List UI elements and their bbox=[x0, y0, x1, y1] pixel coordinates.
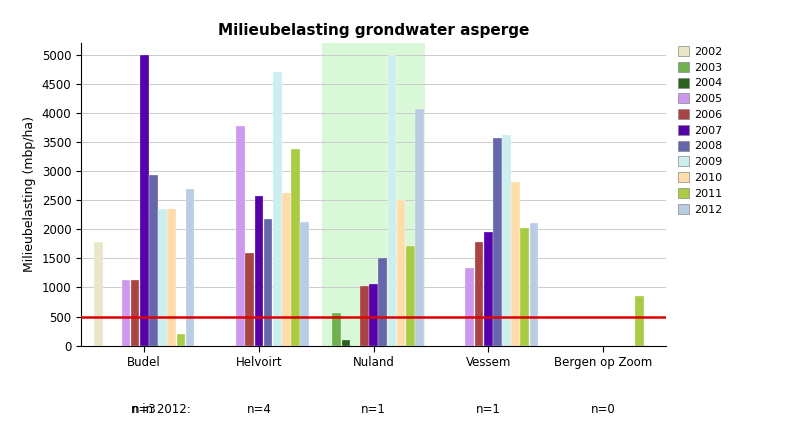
Bar bbox=[465, 268, 474, 346]
Bar bbox=[322, 43, 424, 346]
Bar bbox=[245, 253, 254, 346]
Bar bbox=[406, 245, 414, 346]
Bar bbox=[397, 200, 405, 346]
Bar bbox=[378, 258, 387, 346]
Bar bbox=[281, 193, 290, 346]
Bar bbox=[332, 313, 341, 346]
Text: n=0: n=0 bbox=[590, 403, 615, 416]
Text: n=3: n=3 bbox=[131, 403, 157, 416]
Bar bbox=[272, 72, 281, 346]
Bar bbox=[501, 134, 510, 346]
Bar bbox=[300, 222, 309, 346]
Legend: 2002, 2003, 2004, 2005, 2006, 2007, 2008, 2009, 2010, 2011, 2012: 2002, 2003, 2004, 2005, 2006, 2007, 2008… bbox=[673, 43, 725, 218]
Bar bbox=[511, 181, 519, 346]
Text: n=1: n=1 bbox=[361, 403, 385, 416]
Bar bbox=[492, 138, 501, 346]
Bar bbox=[387, 55, 396, 346]
Text: n=1: n=1 bbox=[475, 403, 500, 416]
Y-axis label: Milieubelasting (mbp/ha): Milieubelasting (mbp/ha) bbox=[24, 116, 36, 273]
Bar bbox=[139, 55, 148, 346]
Bar bbox=[94, 242, 103, 346]
Text: n in 2012:: n in 2012: bbox=[131, 403, 191, 416]
Bar bbox=[634, 296, 643, 346]
Text: n=4: n=4 bbox=[247, 403, 271, 416]
Bar bbox=[122, 280, 130, 346]
Bar bbox=[369, 284, 377, 346]
Bar bbox=[158, 209, 167, 346]
Bar bbox=[167, 209, 176, 346]
Bar bbox=[149, 175, 157, 346]
Bar bbox=[474, 242, 483, 346]
Bar bbox=[236, 126, 245, 346]
Bar bbox=[520, 228, 529, 346]
Bar bbox=[186, 189, 194, 346]
Bar bbox=[254, 196, 263, 346]
Bar bbox=[529, 223, 538, 346]
Bar bbox=[359, 286, 368, 346]
Title: Milieubelasting grondwater asperge: Milieubelasting grondwater asperge bbox=[217, 23, 529, 38]
Bar bbox=[264, 219, 272, 346]
Bar bbox=[341, 340, 350, 346]
Bar bbox=[414, 109, 423, 346]
Bar bbox=[291, 149, 299, 346]
Bar bbox=[176, 334, 185, 346]
Bar bbox=[131, 280, 139, 346]
Bar bbox=[483, 232, 492, 346]
